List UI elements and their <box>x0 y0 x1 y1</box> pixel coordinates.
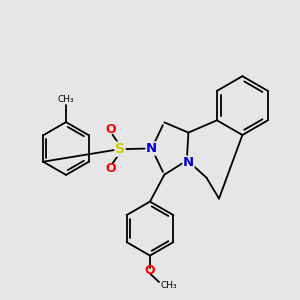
Text: CH₃: CH₃ <box>58 94 74 103</box>
Text: N: N <box>183 156 194 169</box>
Text: CH₃: CH₃ <box>160 280 177 290</box>
Text: O: O <box>106 123 116 136</box>
Text: O: O <box>106 162 116 176</box>
Text: N: N <box>146 142 157 155</box>
Text: S: S <box>115 142 125 156</box>
Text: O: O <box>145 264 155 277</box>
